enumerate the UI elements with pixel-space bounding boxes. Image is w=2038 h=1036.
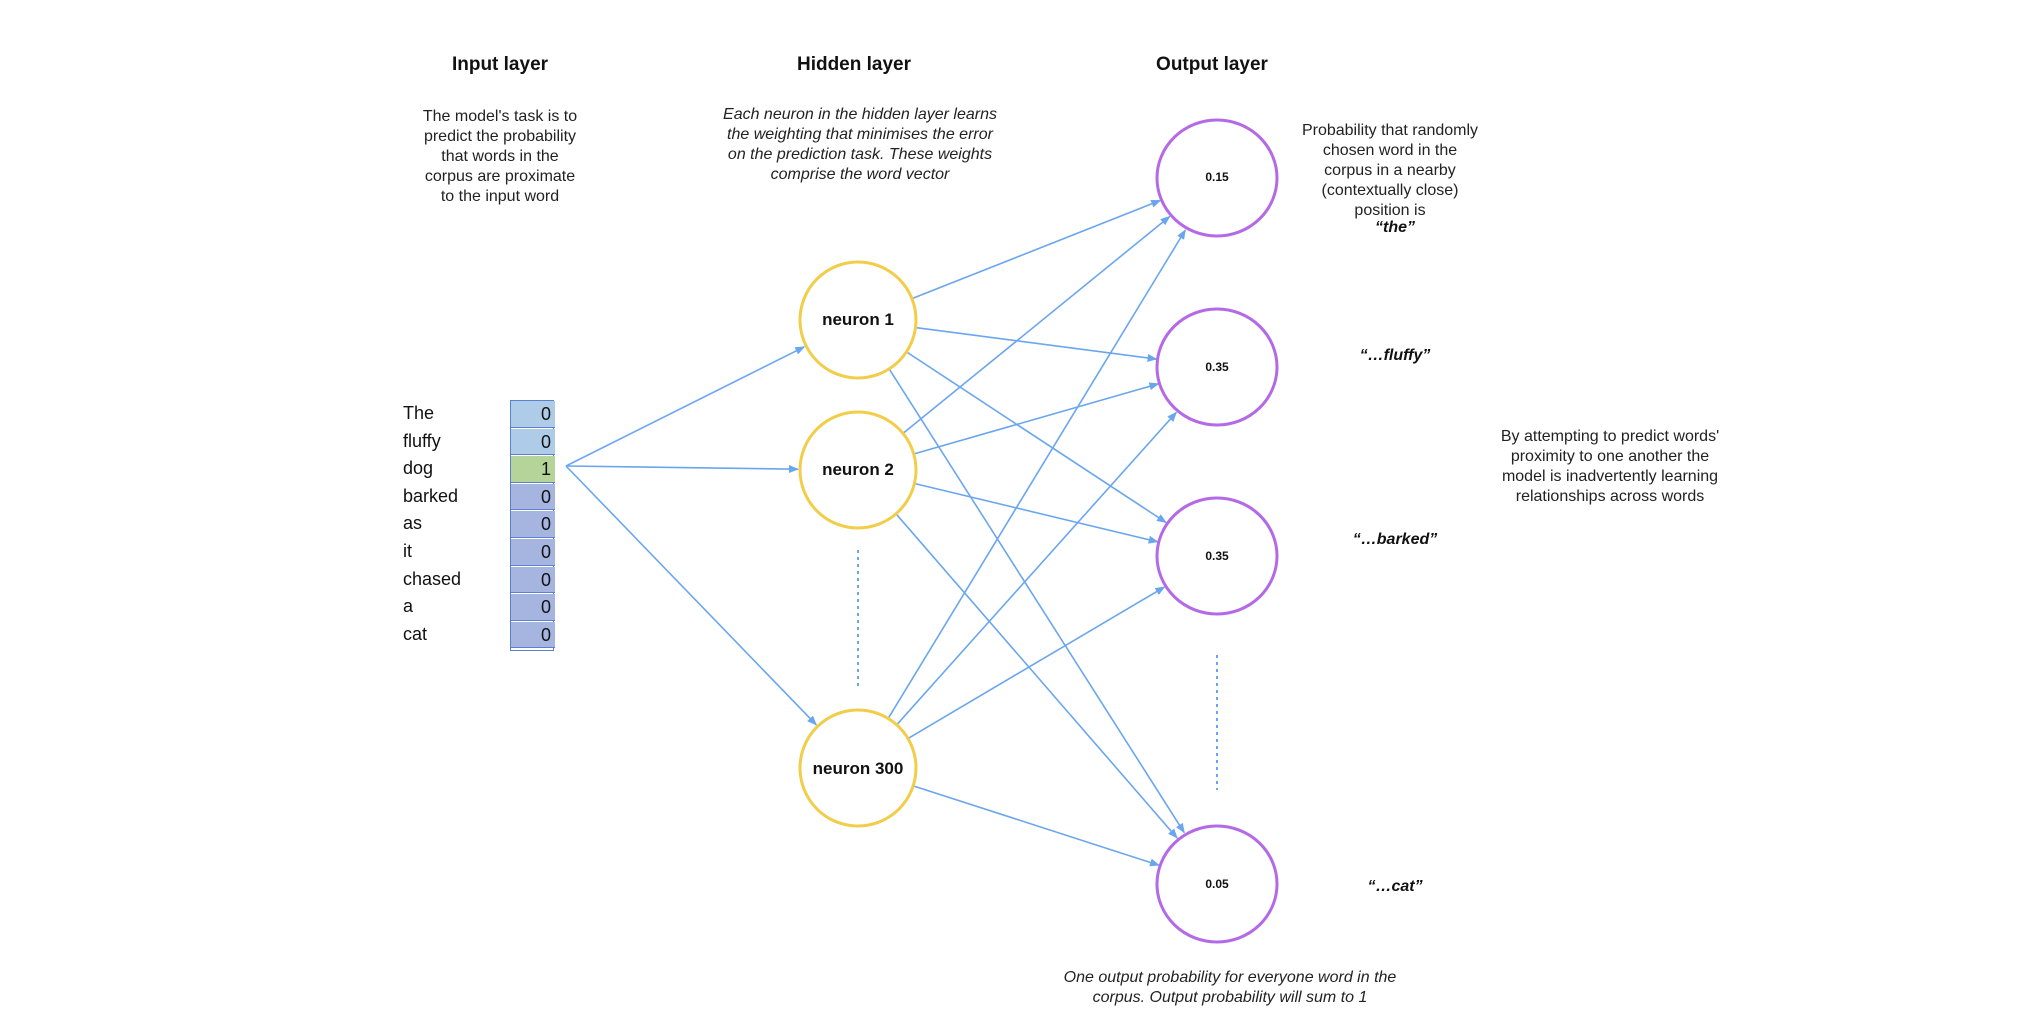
output-layer-title: Output layer xyxy=(1156,54,1268,75)
hidden-to-output-edge xyxy=(914,482,1159,544)
vector-cell: 0 xyxy=(511,539,555,566)
input-layer-title: Input layer xyxy=(451,54,549,75)
vector-cell: 1 xyxy=(511,456,555,483)
output-node xyxy=(1155,824,1279,944)
output-prob-barked: 0.35 xyxy=(1205,549,1229,563)
vector-cell: 0 xyxy=(511,511,555,538)
vector-cell: 0 xyxy=(511,594,555,621)
hidden-layer-title: Hidden layer xyxy=(796,54,912,75)
input-word: cat xyxy=(403,623,428,644)
hidden-to-output-edge xyxy=(912,785,1160,867)
output-word-the: “the” xyxy=(1375,219,1415,236)
hidden-layer-note: Each neuron in the hidden layer learns t… xyxy=(723,106,997,183)
output-word-fluffy: “…fluffy” xyxy=(1359,347,1431,364)
input-word: it xyxy=(403,540,412,561)
hidden-to-output-edge xyxy=(915,326,1158,362)
input-to-hidden-edge xyxy=(565,346,806,467)
output-prob-fluffy: 0.35 xyxy=(1205,360,1229,374)
input-word: barked xyxy=(403,485,459,506)
output-node xyxy=(1155,496,1279,616)
vector-cell: 0 xyxy=(511,566,555,594)
input-word: fluffy xyxy=(403,430,441,451)
output-prob-cat: 0.05 xyxy=(1205,877,1229,891)
input-word: dog xyxy=(403,458,434,479)
hidden-to-output-edge xyxy=(902,215,1171,435)
output-word-cat: “…cat” xyxy=(1367,878,1423,895)
input-word: a xyxy=(403,596,414,617)
hidden-to-output-edge xyxy=(895,513,1178,839)
relationships-note: By attempting to predict words' proximit… xyxy=(1500,428,1720,505)
input-to-hidden-edge xyxy=(565,465,800,474)
neuron-1-label: neuron 1 xyxy=(822,310,894,329)
vector-cell: 0 xyxy=(511,621,555,649)
hidden-to-output-edge xyxy=(913,382,1160,455)
input-word: chased xyxy=(403,568,462,589)
output-node xyxy=(1155,118,1279,238)
vector-cell: 0 xyxy=(511,401,555,428)
one-hot-vector: 0 0 1 0 0 0 0 0 0 xyxy=(510,400,555,651)
input-word: as xyxy=(403,513,423,534)
hidden-to-output-edge xyxy=(896,411,1177,726)
hidden-neuron-node xyxy=(798,410,918,530)
vector-cell: 0 xyxy=(511,428,555,456)
hidden-to-output-edge xyxy=(911,199,1162,300)
output-word-barked: “…barked” xyxy=(1352,531,1438,548)
input-word-list: The fluffy dog barked as it chased a cat xyxy=(403,400,483,648)
neuron-2-label: neuron 2 xyxy=(822,460,894,479)
neuron-300-label: neuron 300 xyxy=(812,759,904,778)
bottom-note: One output probability for everyone word… xyxy=(1063,969,1397,1006)
input-to-hidden-edge xyxy=(565,465,817,726)
hidden-neuron-node xyxy=(798,708,918,828)
input-layer-note: The model's task is to predict the proba… xyxy=(422,108,578,205)
output-probability-note: Probability that randomly chosen word in… xyxy=(1301,122,1479,219)
output-prob-the: 0.15 xyxy=(1205,170,1229,184)
hidden-to-output-edge xyxy=(907,586,1166,740)
output-node xyxy=(1155,307,1279,427)
hidden-to-output-edge xyxy=(906,351,1167,524)
hidden-to-output-edge xyxy=(887,229,1186,719)
hidden-neuron-node xyxy=(798,260,918,380)
input-word: The xyxy=(403,403,435,423)
vector-cell: 0 xyxy=(511,483,555,511)
